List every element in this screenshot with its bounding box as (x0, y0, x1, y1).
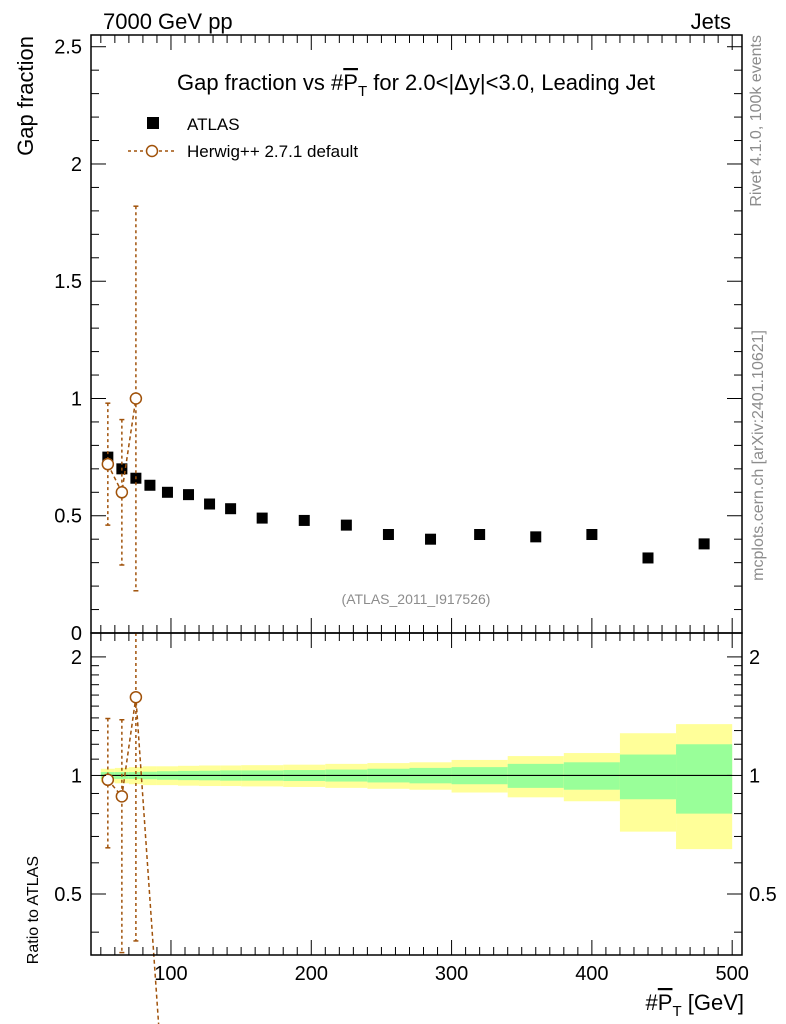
atlas-point (382, 529, 394, 541)
atlas-point (642, 552, 654, 564)
main-ylabel: Gap fraction (13, 36, 38, 156)
ratio-data-layer (100, 633, 733, 1024)
main-y-tick-label: 0 (71, 623, 82, 645)
ratio-band-stat (676, 744, 733, 814)
legend-herwig-label: Herwig++ 2.7.1 default (187, 142, 358, 161)
xlabel-variable: P (658, 990, 673, 1015)
atlas-point (530, 531, 542, 543)
atlas-point (425, 533, 437, 545)
ratio-y-tick-label-left: 1 (71, 765, 82, 787)
atlas-point (183, 489, 195, 501)
title-suffix: for 2.0<|Δy|<3.0, Leading Jet (367, 70, 655, 95)
atlas-point (256, 512, 268, 524)
x-tick-label: 300 (435, 963, 468, 985)
atlas-point (144, 479, 156, 491)
ratio-frame (90, 632, 743, 956)
legend-atlas-marker (147, 117, 159, 129)
xlabel: #PT [GeV] (646, 990, 744, 1020)
main-y-tick-label: 2.5 (54, 37, 82, 59)
main-y-tick-label: 1.5 (54, 271, 82, 293)
atlas-point (102, 451, 114, 463)
herwig-point (115, 486, 129, 499)
atlas-point (698, 538, 710, 550)
atlas-point (161, 486, 173, 498)
atlas-point (340, 519, 352, 531)
main-ticks: 0 0.5 1 1.5 2 2.5 (54, 35, 742, 645)
atlas-point (225, 503, 237, 515)
title-prefix: Gap fraction vs # (177, 70, 344, 95)
title-variable: P (343, 70, 358, 95)
header-right: Jets (691, 9, 731, 34)
herwig-point (101, 457, 115, 471)
xlabel-subscript: T (672, 1003, 681, 1020)
analysis-id-label: (ATLAS_2011_I917526) (342, 591, 491, 607)
main-y-tick-label: 0.5 (54, 506, 82, 528)
ratio-y-tick-label-right: 0.5 (749, 884, 777, 906)
rivet-version-label: Rivet 4.1.0, 100k events (748, 35, 765, 207)
atlas-point (298, 514, 310, 526)
x-tick-label: 100 (154, 963, 187, 985)
legend-herwig-marker (145, 144, 159, 158)
header-left: 7000 GeV pp (103, 9, 233, 34)
main-panel: 0 0.5 1 1.5 2 2.5 Gap fraction vs #PT for 2.0… (54, 34, 743, 645)
atlas-point (204, 498, 216, 510)
atlas-point (586, 529, 598, 541)
ratio-y-tick-label-left: 0.5 (54, 884, 82, 906)
xlabel-suffix: [GeV] (682, 990, 744, 1015)
ratio-y-tick-label-left: 2 (71, 647, 82, 669)
title-subscript: T (358, 83, 367, 100)
mcplots-label: mcplots.cern.ch [arXiv:2401.10621] (750, 330, 767, 581)
ratio-ylabel: Ratio to ATLAS (25, 856, 42, 964)
atlas-point (474, 529, 486, 541)
legend-atlas-label: ATLAS (187, 115, 240, 134)
main-y-tick-label: 1 (71, 388, 82, 410)
herwig-ratio-line (107, 697, 160, 1024)
x-tick-label: 400 (575, 963, 608, 985)
ratio-band-stat (619, 754, 677, 800)
ratio-ticks: 100 200 300 400 500 0.5 0.5 1 1 2 2 (54, 633, 777, 985)
main-data-layer (101, 205, 710, 592)
ratio-y-tick-label-right: 1 (749, 765, 760, 787)
herwig-ratio-point (129, 690, 143, 704)
xlabel-prefix: # (646, 990, 659, 1015)
x-tick-label: 500 (715, 963, 748, 985)
herwig-ratio-point (101, 773, 115, 787)
ratio-y-tick-label-right: 2 (749, 647, 760, 669)
chart-title: Gap fraction vs #PT for 2.0<|Δy|<3.0, Le… (177, 70, 655, 100)
herwig-ratio-point (115, 790, 129, 803)
ratio-panel: 100 200 300 400 500 0.5 0.5 1 1 2 2 (54, 632, 777, 1024)
main-y-tick-label: 2 (71, 154, 82, 176)
x-tick-label: 200 (295, 963, 328, 985)
legend: ATLAS Herwig++ 2.7.1 default (128, 115, 358, 161)
herwig-point (129, 392, 143, 405)
